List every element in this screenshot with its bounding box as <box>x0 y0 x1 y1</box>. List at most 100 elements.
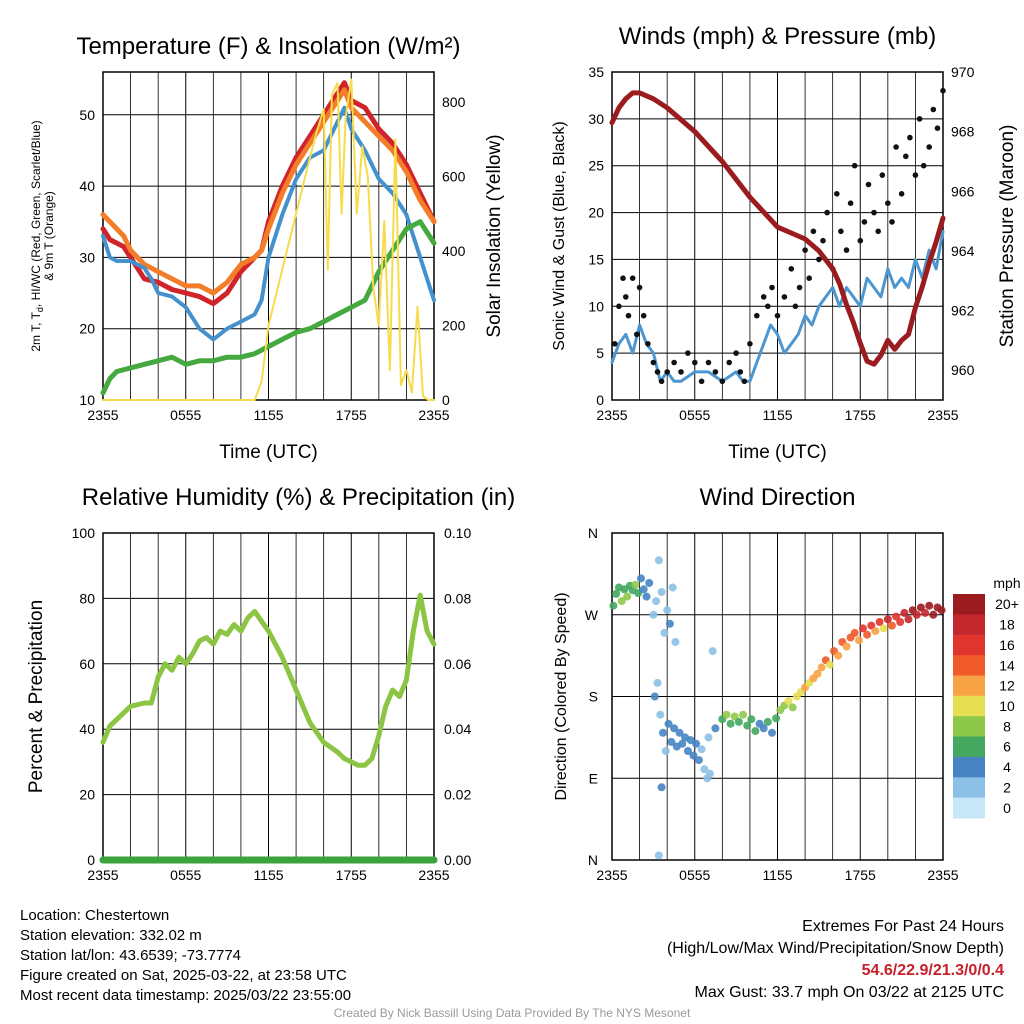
gust-point <box>623 294 629 300</box>
colorbar-label: 14 <box>999 657 1015 673</box>
figure-created: Figure created on Sat, 2025-03-22, at 23… <box>20 967 347 984</box>
gust-point <box>920 162 927 169</box>
direction-point <box>896 618 905 626</box>
direction-point <box>842 642 851 651</box>
direction-point <box>692 739 701 748</box>
y-tick-label: N <box>588 852 598 868</box>
direction-point <box>689 751 698 760</box>
gust-point <box>664 369 670 375</box>
y2-tick-label: 968 <box>951 124 975 140</box>
direction-point <box>700 765 709 774</box>
y-tick-label: 60 <box>79 656 95 672</box>
y2-tick-label: 600 <box>442 168 466 184</box>
y-tick-label: 25 <box>588 158 604 174</box>
direction-point <box>825 660 834 669</box>
direction-point <box>668 583 677 592</box>
gust-point <box>733 350 739 356</box>
gust-point <box>650 359 657 366</box>
gust-point <box>926 144 932 150</box>
colorbar-label: 10 <box>999 698 1015 714</box>
gust-point <box>769 284 775 291</box>
panel-1 <box>100 71 437 401</box>
gust-point <box>792 303 799 310</box>
direction-point <box>642 592 651 601</box>
panel-2 <box>609 71 946 401</box>
gust-point <box>916 116 923 122</box>
gust-point <box>726 359 732 366</box>
gust-point <box>806 275 812 282</box>
extremes-panel: Extremes For Past 24 Hours (High/Low/Max… <box>564 916 1004 1004</box>
direction-point <box>654 851 663 860</box>
gust-point <box>774 312 781 319</box>
x-tick-label: 1755 <box>845 407 876 423</box>
direction-point <box>675 728 684 737</box>
gust-point <box>685 350 691 356</box>
gust-point <box>851 162 858 169</box>
y2-tick-label: 970 <box>951 64 975 80</box>
y-tick-label: 20 <box>79 321 95 337</box>
colorbar-swatch <box>953 594 985 615</box>
temp-series-line-2 <box>100 87 437 296</box>
direction-point <box>645 579 654 587</box>
y-tick-label: S <box>589 689 598 705</box>
direction-point <box>929 610 938 619</box>
direction-point <box>708 647 717 656</box>
x-axis-label: Time (UTC) <box>728 442 827 463</box>
colorbar-swatch <box>953 756 985 778</box>
y-axis-label: Direction (Colored By Speed) <box>553 592 570 800</box>
direction-point <box>726 719 735 728</box>
direction-point <box>784 697 793 705</box>
gust-point <box>843 247 850 253</box>
x-tick-label: 2355 <box>87 407 118 423</box>
direction-point <box>661 747 670 755</box>
x-tick-label: 2355 <box>87 867 118 883</box>
direction-point <box>817 663 826 672</box>
direction-point <box>671 638 680 646</box>
gust-point <box>781 294 788 300</box>
colorbar-label: 0 <box>1003 800 1011 816</box>
direction-point <box>739 710 747 719</box>
y-tick-label: 20 <box>79 787 95 803</box>
direction-point <box>871 627 880 636</box>
y-tick-label: 20 <box>588 205 604 221</box>
gust-point <box>898 191 905 197</box>
y-tick-label: 10 <box>79 392 95 408</box>
gust-point <box>765 303 771 310</box>
direction-point <box>734 717 743 726</box>
direction-point <box>639 585 648 594</box>
y-axis-label: Percent & Precipitation <box>26 600 47 793</box>
gust-point <box>712 369 719 375</box>
direction-point <box>617 597 626 606</box>
direction-point <box>665 619 674 628</box>
direction-point <box>683 747 692 755</box>
gust-point <box>796 284 803 291</box>
y-tick-label: N <box>588 525 598 541</box>
gust-point <box>760 294 767 300</box>
y-tick-label: 35 <box>588 64 604 80</box>
gust-point <box>678 369 684 375</box>
direction-point <box>867 621 876 630</box>
x-tick-label: 0555 <box>170 867 201 883</box>
station-elevation: Station elevation: 332.02 m <box>20 927 202 944</box>
colorbar-swatch <box>953 675 985 697</box>
x-tick-label: 1755 <box>845 867 876 883</box>
x-tick-label: 2355 <box>596 407 627 423</box>
gust-point <box>747 341 753 347</box>
chart-title: Winds (mph) & Pressure (mb) <box>619 23 936 50</box>
gust-point <box>634 331 640 338</box>
direction-point <box>788 703 797 712</box>
station-info: Location: Chestertown Station elevation:… <box>20 906 351 1006</box>
y-tick-label: 0 <box>87 852 95 868</box>
y-axis-label-line2: & 9m T (Orange) <box>42 191 56 281</box>
x-axis-label: Time (UTC) <box>219 442 318 463</box>
gust-point <box>719 378 726 385</box>
gust-point <box>737 369 744 375</box>
gust-point <box>692 359 698 366</box>
gust-point <box>625 312 632 319</box>
gust-point <box>834 191 840 197</box>
direction-point <box>730 712 739 721</box>
station-location: Location: Chestertown <box>20 907 170 924</box>
colorbar-swatch <box>953 797 985 819</box>
gust-point <box>824 209 830 216</box>
x-tick-label: 2355 <box>418 407 449 423</box>
